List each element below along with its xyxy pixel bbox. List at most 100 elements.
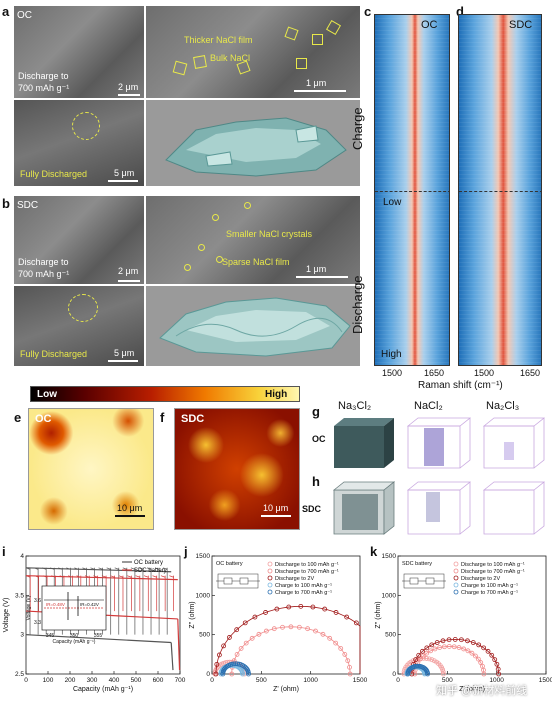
data-point <box>243 640 249 646</box>
panel-letter-h: h <box>312 474 320 489</box>
legend-marker <box>453 561 459 567</box>
inset-x-label: Capacity (mAh g⁻¹) <box>53 639 96 645</box>
data-point <box>494 661 500 667</box>
circuit-resistor <box>425 577 435 585</box>
low-label: Low <box>383 197 402 208</box>
chart-subtitle: OC battery <box>216 561 243 567</box>
x-tick-label: 1500 <box>353 677 368 684</box>
y-tick-label: 1000 <box>196 592 211 599</box>
data-point <box>420 653 426 659</box>
data-point <box>242 620 248 626</box>
data-point <box>338 646 344 651</box>
zoom-label-bulk: Bulk NaCl <box>210 53 251 63</box>
colorbar-high: High <box>265 389 288 400</box>
crystal-marker <box>198 244 205 251</box>
row-label-sdc: SDC <box>302 504 322 514</box>
zoom-label-smaller: Smaller NaCl crystals <box>226 229 313 239</box>
sem-image-oc-discharge: OC Discharge to 700 mAh g⁻¹ 2 μm <box>14 6 144 98</box>
tick-1650-d: 1650 <box>520 368 541 378</box>
data-point <box>481 645 487 651</box>
highlight-circle <box>68 294 98 322</box>
data-point <box>424 650 430 656</box>
data-point <box>353 620 359 626</box>
discharge-label: Discharge to <box>18 257 69 267</box>
sem-tag-oc: OC <box>17 10 32 21</box>
col-label-na3cl2: Na₃Cl₂ <box>338 400 372 412</box>
nacl-film-render <box>165 117 347 177</box>
panel-letter-c: c <box>364 4 372 19</box>
data-point <box>434 640 440 645</box>
data-point <box>221 643 227 649</box>
y-tick-label: 2.5 <box>15 671 24 678</box>
inset-y-tick: 3.3 <box>34 620 41 626</box>
legend-label: Charge to 100 mAh g⁻¹ <box>275 583 332 589</box>
data-point <box>428 648 434 654</box>
watermark: 知乎 @新材料前线 <box>436 685 528 697</box>
data-point <box>313 628 318 634</box>
raman-intensity-map-sdc: SDC 10 μm <box>174 408 300 530</box>
raman-xlabel: Raman shift (cm⁻¹) <box>418 380 503 391</box>
x-axis-label: Capacity (mAh g⁻¹) <box>73 686 133 693</box>
legend-label: SDC battery <box>134 568 167 574</box>
crystal-marker <box>244 202 251 209</box>
data-point <box>465 638 470 644</box>
inset-y-tick: 3.6 <box>34 598 41 604</box>
tomography-sdc <box>146 286 360 366</box>
cube-na3cl2-oc <box>334 418 394 468</box>
data-point <box>492 657 498 663</box>
data-point <box>263 610 268 615</box>
plot-frame <box>25 555 181 675</box>
panel-letter-b: b <box>2 196 10 211</box>
sem-image-sdc-full: Fully Discharged 5 μm <box>14 286 144 366</box>
scale-text: 2 μm <box>118 266 139 276</box>
sem-zoom-oc: Thicker NaCl film Bulk NaCl 1 μm <box>146 6 360 98</box>
panel-letter-f: f <box>160 410 165 425</box>
tomography-oc <box>146 100 360 186</box>
inset-annotation: IR=0.42V <box>80 602 99 607</box>
x-tick-label: 200 <box>65 677 76 684</box>
series-discharge-line <box>25 634 172 644</box>
data-point <box>420 648 425 654</box>
chart-voltage-profile: 0 100 200 300 400 500 600 700 2.5 3 3.5 4 Capacity (… <box>3 553 186 693</box>
discharge-value: 700 mAh g⁻¹ <box>18 269 70 279</box>
data-point <box>249 635 255 641</box>
data-point <box>238 646 244 651</box>
x-tick-label: 1000 <box>303 677 318 684</box>
scale-text: 5 μm <box>114 348 135 358</box>
legend-label: Discharge to 2V <box>461 576 500 582</box>
scale-bar <box>294 90 346 92</box>
fit-line <box>231 626 351 675</box>
series-charge-line <box>25 567 172 573</box>
nacl-box <box>312 34 323 45</box>
sem-image-sdc-discharge: SDC Discharge to 700 mAh g⁻¹ 2 μm <box>14 196 144 284</box>
data-point <box>437 645 442 650</box>
cube-na3cl2-sdc <box>332 481 396 535</box>
data-point <box>424 645 430 651</box>
data-point <box>416 652 422 658</box>
legend-label: Discharge to 700 mAh g⁻¹ <box>275 569 339 575</box>
data-point <box>473 653 478 659</box>
panel-letter-i: i <box>2 544 6 559</box>
cube-nacl2-oc <box>406 417 472 469</box>
y-tick-label: 500 <box>199 632 210 639</box>
data-point <box>476 642 482 648</box>
plot-frame <box>397 555 547 675</box>
x-tick-label: 600 <box>153 677 164 684</box>
fit-line <box>411 638 500 675</box>
data-point <box>461 646 467 652</box>
data-point <box>214 665 220 671</box>
x-tick-label: 1500 <box>539 677 552 684</box>
col-label-na2cl3: Na₂Cl₃ <box>486 400 520 412</box>
y-tick-label: 1500 <box>196 553 211 560</box>
x-tick-label: 500 <box>256 677 267 684</box>
legend-marker <box>453 575 459 581</box>
data-point <box>320 631 326 637</box>
data-point <box>456 645 462 650</box>
y-tick-label: 0 <box>392 671 396 678</box>
row-label-oc: OC <box>312 434 326 444</box>
data-point <box>465 648 471 654</box>
legend-marker <box>267 575 273 581</box>
scale-bar <box>118 94 140 96</box>
legend-marker <box>453 568 459 574</box>
data-point <box>475 656 481 662</box>
